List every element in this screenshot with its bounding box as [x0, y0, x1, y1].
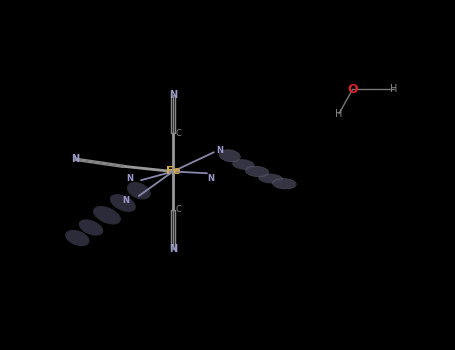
- Ellipse shape: [66, 231, 89, 245]
- Text: N: N: [169, 90, 177, 99]
- Text: C: C: [176, 128, 181, 138]
- Text: H: H: [390, 84, 397, 94]
- Text: N: N: [122, 196, 130, 205]
- Ellipse shape: [94, 207, 120, 224]
- Text: Fe: Fe: [166, 167, 180, 176]
- Ellipse shape: [258, 174, 283, 183]
- Text: N: N: [71, 154, 79, 164]
- Text: O: O: [347, 83, 358, 96]
- Text: H: H: [335, 109, 343, 119]
- Text: N: N: [169, 244, 177, 253]
- Ellipse shape: [246, 167, 268, 176]
- Text: N: N: [216, 146, 223, 155]
- Ellipse shape: [128, 183, 150, 199]
- Text: N: N: [207, 174, 214, 183]
- Ellipse shape: [79, 219, 103, 236]
- Ellipse shape: [232, 159, 255, 170]
- Ellipse shape: [273, 179, 296, 189]
- Text: N: N: [126, 174, 133, 183]
- Text: C: C: [176, 205, 181, 215]
- Ellipse shape: [220, 150, 240, 162]
- Ellipse shape: [110, 194, 136, 212]
